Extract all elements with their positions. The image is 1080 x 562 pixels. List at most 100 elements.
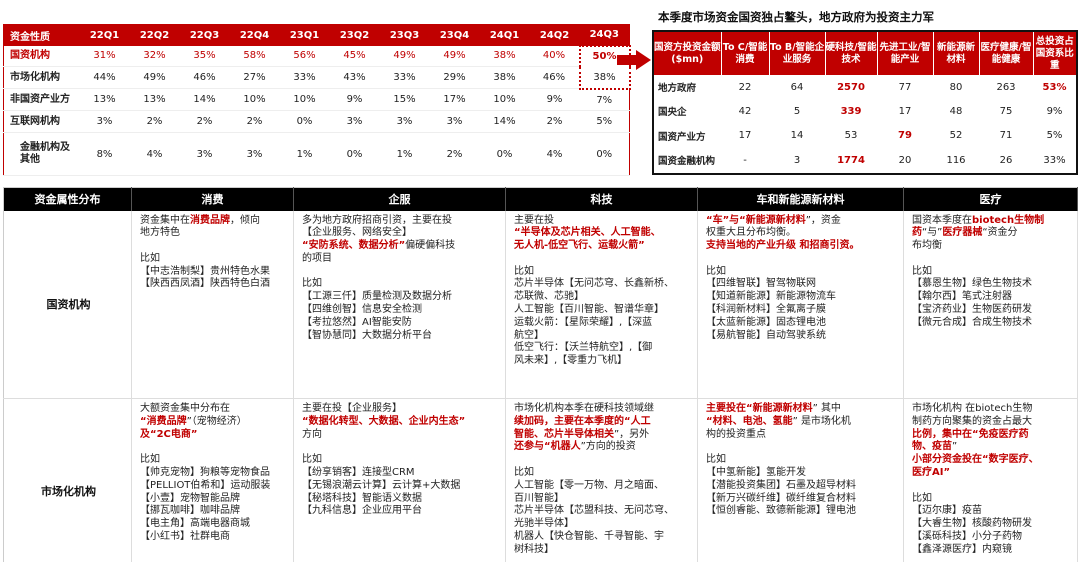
text-segment: 【易航智能】自动驾驶系统 bbox=[706, 329, 826, 341]
description-cell: “车”与“新能源新材料”，资金 权重大且分布均衡。 支持当地的产业升级 和招商引资。… bbox=[697, 210, 904, 399]
text-line: 【鑫泽源医疗】内窥镜 bbox=[912, 544, 1071, 557]
text-segment: ”（宠物经济） bbox=[186, 415, 247, 427]
text-line: 低空飞行：【沃兰特航空】,【御 bbox=[514, 342, 691, 355]
text-segment: ”，另外 bbox=[614, 428, 650, 440]
text-line bbox=[706, 441, 897, 454]
text-segment: 【九科信息】企业应用平台 bbox=[302, 505, 422, 517]
text-segment: 【中志浩制梨】贵州特色水果 bbox=[140, 265, 270, 277]
text-segment: ” 是市场化机 bbox=[792, 415, 851, 427]
text-segment: 医疗器械 bbox=[942, 227, 983, 239]
amount-cell: 26 bbox=[999, 154, 1013, 166]
percent-cell: 3% bbox=[229, 132, 280, 176]
description-cell: 市场化机构本季在硬科技领域继 续加码，主要在本季度的“人工 智能、芯片半导体相关”，… bbox=[505, 398, 698, 562]
text-line: 比如 bbox=[140, 454, 287, 467]
text-segment: 【迈尔康】疫苗 bbox=[912, 505, 982, 517]
text-segment: 【知道新能源】新能源物流车 bbox=[706, 291, 836, 303]
amount-cell: 2570 bbox=[837, 81, 865, 93]
text-segment: 航空】 bbox=[514, 329, 544, 341]
text-line: 地方特色 bbox=[140, 227, 287, 240]
quarter-header: 24Q2 bbox=[529, 24, 580, 46]
quarter-header: 23Q2 bbox=[329, 24, 380, 46]
quarter-header: 23Q3 bbox=[379, 24, 430, 46]
text-segment: 主要在投【企业服务】 bbox=[302, 403, 402, 414]
text-line: 医疗AI” bbox=[912, 467, 1071, 480]
description-cell: 主要投在“新能源新材料” 其中 “材料、电池、氢能” 是市场化机 构的投资重点 比如【… bbox=[697, 398, 904, 562]
text-segment: 【潜能投资集团】石墨及超导材料 bbox=[706, 479, 856, 491]
quarter-header: 24Q1 bbox=[479, 24, 530, 46]
text-segment: 比如 bbox=[140, 454, 160, 466]
percent-cell: 49% bbox=[129, 66, 180, 90]
amount-cell: 17 bbox=[738, 130, 752, 142]
percent-cell: 10% bbox=[229, 88, 280, 112]
text-segment: “与” bbox=[922, 227, 943, 239]
sector-header: To C/智能消费 bbox=[721, 31, 770, 75]
text-line: 【大睿生物】核酸药物研发 bbox=[912, 518, 1071, 531]
percent-cell: 33% bbox=[279, 66, 330, 90]
text-segment: 【新万兴碳纤维】碳纤维复合材料 bbox=[706, 492, 856, 504]
text-segment: 比如 bbox=[514, 265, 534, 277]
quarter-header: 22Q3 bbox=[179, 24, 230, 46]
percent-cell: 58% bbox=[229, 45, 280, 68]
capital-distribution-table: 资金属性分布 消费 企服 科技 车和新能源新材料 医疗 国资机构 资金集中在消费品牌，倾向地… bbox=[3, 187, 1078, 562]
text-segment: 免疫医疗药 bbox=[978, 428, 1029, 440]
amount-cell: 1774 bbox=[837, 154, 865, 166]
amount-cell: 75 bbox=[999, 105, 1013, 117]
text-line: “安防系统、数据分析”偏硬偏科技 bbox=[302, 240, 499, 253]
text-segment: ” bbox=[190, 428, 198, 440]
text-line: 资金集中在消费品牌，倾向 bbox=[140, 215, 287, 228]
text-segment: 比如 bbox=[302, 454, 322, 466]
distribution-table-header: 资金属性分布 消费 企服 科技 车和新能源新材料 医疗 bbox=[3, 187, 1078, 211]
text-segment: 比如 bbox=[912, 492, 932, 504]
quarterly-allocation-table: 资金性质 22Q1 22Q2 22Q3 22Q4 23Q1 23Q2 23Q3 23Q4 24Q1… bbox=[3, 24, 631, 176]
text-line bbox=[140, 240, 287, 253]
category-header: 车和新能源新材料 bbox=[697, 187, 904, 211]
text-line: 【中志浩制梨】贵州特色水果 bbox=[140, 266, 287, 279]
text-segment: 多为地方政府招商引资，主要在投 bbox=[302, 214, 452, 226]
text-segment: 【工源三仟】质量检测及数据分析 bbox=[302, 291, 452, 303]
text-line: 方向 bbox=[302, 429, 499, 442]
percent-cell: 2% bbox=[179, 110, 230, 134]
row-label: 金融机构及其他 bbox=[3, 132, 80, 176]
text-line: 芯片半导体【无问芯穹、长鑫新桥、 bbox=[514, 278, 691, 291]
row-label: 市场化机构 bbox=[3, 66, 80, 90]
amount-cell: 5 bbox=[793, 105, 801, 117]
percent-cell: 13% bbox=[129, 88, 180, 112]
text-segment: 芯联微、芯驰】 bbox=[514, 291, 584, 303]
table-row: 互联网机构 3% 2% 2% 2% 0% 3% 3% 3% 14% 2% 5% bbox=[3, 110, 630, 134]
text-segment: 【科润新材料】全氟离子膜 bbox=[706, 304, 826, 316]
text-segment: 大额资金集中分布在 bbox=[140, 403, 230, 414]
percent-cell: 2% bbox=[429, 132, 480, 176]
percent-cell: 49% bbox=[429, 45, 480, 68]
category-header: 资金属性分布 bbox=[3, 187, 132, 211]
percent-cell: 15% bbox=[379, 88, 430, 112]
sector-header: 总投资占国资系比重 bbox=[1033, 31, 1078, 75]
text-segment: 【智协慧同】大数据分析平台 bbox=[302, 329, 432, 341]
text-segment: 无人机-低空飞行、运载火箭” bbox=[514, 240, 645, 252]
quarter-header: 24Q3 bbox=[579, 24, 630, 46]
text-segment: 【宝济药业】生物医药研发 bbox=[912, 304, 1032, 316]
percent-cell: 13% bbox=[79, 88, 130, 112]
text-line: 【潜能投资集团】石墨及超导材料 bbox=[706, 480, 897, 493]
amount-cell: 52 bbox=[949, 130, 963, 142]
text-line: 【小壹】宠物智能品牌 bbox=[140, 493, 287, 506]
description-cell: 资金集中在消费品牌，倾向 地方特色 比如 【中志浩制梨】贵州特色水果 【陕西西凤酒】陕西… bbox=[131, 210, 294, 399]
text-line: 主要在投 bbox=[514, 215, 691, 228]
percent-cell: 10% bbox=[279, 88, 330, 112]
text-segment: 材料、电池、氢能 bbox=[712, 415, 793, 427]
text-segment: 树科技】 bbox=[514, 543, 554, 555]
text-line: 【新万兴碳纤维】碳纤维复合材料 bbox=[706, 493, 897, 506]
text-line: 多为地方政府招商引资，主要在投 bbox=[302, 215, 499, 228]
percent-cell: 38% bbox=[479, 66, 530, 90]
table-row: 非国资产业方 13% 13% 14% 10% 10% 9% 15% 17% 10% 9% 7% bbox=[3, 88, 630, 112]
text-segment: 【鑫泽源医疗】内窥镜 bbox=[912, 543, 1012, 555]
text-line: 比如 bbox=[912, 266, 1071, 279]
amount-cell: 64 bbox=[790, 81, 804, 93]
text-line: 【科润新材料】全氟离子膜 bbox=[706, 304, 897, 317]
category-header: 消费 bbox=[131, 187, 294, 211]
text-line bbox=[302, 441, 499, 454]
text-segment: 物、疫苗 bbox=[912, 441, 952, 453]
amount-cell: 5% bbox=[1046, 130, 1063, 142]
amount-cell: 339 bbox=[840, 105, 862, 117]
text-line: 【太蓝新能源】固态锂电池 bbox=[706, 317, 897, 330]
text-segment: 市场化机构本季在硬科技领域继 bbox=[514, 403, 654, 414]
